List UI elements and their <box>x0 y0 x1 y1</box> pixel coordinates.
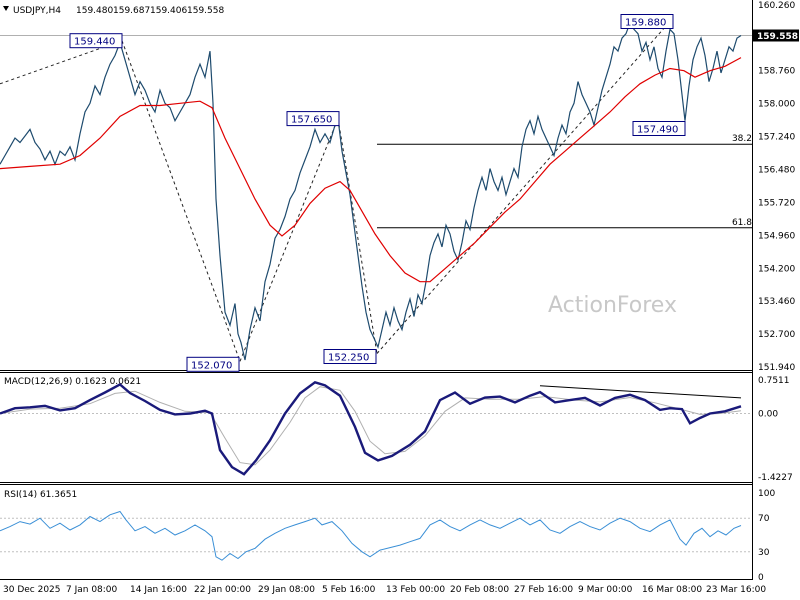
price-label-text: 159.880 <box>625 18 666 29</box>
time-tick-label: 14 Jan 16:00 <box>130 585 187 595</box>
macd-tick-label: -1.4227 <box>758 473 793 483</box>
time-tick-label: 30 Dec 2025 <box>3 585 61 595</box>
price-tick-label: 158.760 <box>758 66 795 76</box>
current-price-value: 159.558 <box>757 32 798 42</box>
rsi-tick-label: 70 <box>758 514 770 524</box>
open-value: 159.480 <box>76 6 113 16</box>
swing-price-labels: 159.440 152.070 157.650 152.250 159.880 … <box>69 14 686 372</box>
time-tick-label: 9 Mar 00:00 <box>578 585 633 595</box>
time-tick-label: 13 Feb 00:00 <box>386 585 445 595</box>
rsi-label: RSI(14) 61.3651 <box>4 490 77 500</box>
macd-trendline <box>539 385 742 399</box>
fib-level-label: 38.2 <box>732 134 752 144</box>
rsi-line <box>0 510 742 561</box>
instrument-label: USDJPY,H4 <box>13 6 61 16</box>
fib-level-label: 61.8 <box>732 218 752 228</box>
time-tick-label: 16 Mar 08:00 <box>642 585 702 595</box>
price-label-box: 159.880 <box>620 14 674 29</box>
rsi-tick-label: 0 <box>758 573 764 583</box>
time-tick-label: 20 Feb 08:00 <box>450 585 509 595</box>
price-tick-label: 154.200 <box>758 265 795 275</box>
price-tick-label: 158.000 <box>758 99 795 109</box>
price-tick-label: 153.460 <box>758 297 795 307</box>
time-axis: 30 Dec 2025 7 Jan 08:00 14 Jan 16:00 22 … <box>3 585 766 595</box>
dropdown-arrow-icon[interactable] <box>3 6 9 11</box>
time-tick-label: 23 Mar 16:00 <box>706 585 766 595</box>
current-price-tag: 159.558 <box>753 29 799 42</box>
price-label-text: 157.490 <box>637 125 678 136</box>
macd-tick-label: 0.7511 <box>758 376 790 386</box>
price-label-text: 152.070 <box>191 360 232 371</box>
ohlc-readout: 159.480 159.687 159.406 159.558 <box>76 6 224 16</box>
time-tick-label: 22 Jan 00:00 <box>194 585 251 595</box>
trendline-swing-2 <box>121 40 241 362</box>
rsi-tick-label: 100 <box>758 489 775 499</box>
price-tick-label: 160.260 <box>758 1 795 11</box>
trendline-swing-5 <box>376 21 671 354</box>
price-label-text: 159.440 <box>74 37 115 48</box>
trendline-swing-3 <box>239 118 339 362</box>
high-value: 159.687 <box>113 6 150 16</box>
price-tick-label: 155.720 <box>758 199 795 209</box>
rsi-tick-label: 30 <box>758 548 770 558</box>
macd-label: MACD(12,26,9) 0.1623 0.0621 <box>4 377 141 387</box>
price-label-box: 159.440 <box>69 33 123 49</box>
macd-tick-label: 0.00 <box>758 410 778 420</box>
price-label-box: 152.070 <box>186 356 240 372</box>
price-tick-label: 152.700 <box>758 330 795 340</box>
close-value: 159.558 <box>187 6 224 16</box>
price-tick-label: 154.960 <box>758 232 795 242</box>
time-tick-label: 7 Jan 08:00 <box>66 585 118 595</box>
fibonacci-levels: 38.2 61.8 <box>377 134 752 229</box>
price-label-box: 157.650 <box>286 111 340 127</box>
time-tick-label: 29 Jan 08:00 <box>258 585 315 595</box>
low-value: 159.406 <box>150 6 187 16</box>
macd-line <box>0 380 742 476</box>
price-label-box: 157.490 <box>632 121 686 136</box>
price-label-box: 152.250 <box>323 349 377 364</box>
time-tick-label: 5 Feb 16:00 <box>322 585 376 595</box>
price-tick-label: 157.240 <box>758 132 795 142</box>
moving-average-line <box>0 57 742 283</box>
price-tick-label: 151.940 <box>758 363 795 373</box>
watermark: ActionForex <box>548 293 677 318</box>
trendline-swing-4 <box>337 118 378 354</box>
price-label-text: 157.650 <box>291 115 332 126</box>
swing-trendlines <box>0 21 671 362</box>
price-tick-label: 156.480 <box>758 166 795 176</box>
price-label-text: 152.250 <box>328 353 369 364</box>
time-tick-label: 27 Feb 16:00 <box>514 585 573 595</box>
